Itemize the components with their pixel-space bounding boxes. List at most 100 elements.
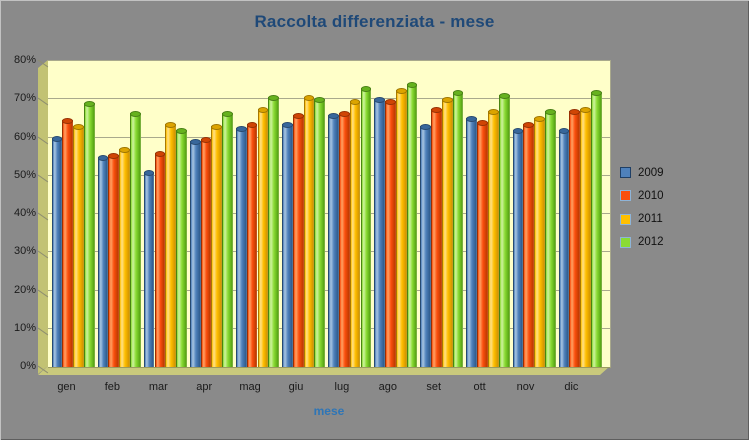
bar-2011-nov	[534, 116, 545, 367]
x-tick-label-ott: ott	[473, 381, 486, 393]
legend-marker-2009	[620, 167, 631, 178]
bar-cap	[235, 125, 247, 132]
bar-cap	[154, 150, 166, 157]
bar-cap	[523, 122, 535, 129]
bar-cap	[83, 101, 95, 108]
bar-2011-set	[441, 97, 453, 367]
bar-2010-apr	[200, 137, 212, 367]
bar-cap	[282, 122, 293, 129]
legend-label-2012: 2012	[638, 236, 664, 249]
bar-cap	[108, 152, 120, 159]
bar-cap	[257, 106, 269, 113]
bar-cap	[314, 97, 326, 104]
y-tick-label-0: 0%	[20, 360, 36, 372]
bar-cap	[395, 87, 407, 94]
bar-cap	[130, 110, 141, 117]
bar-2011-mar	[165, 122, 177, 367]
y-tick-label-30: 30%	[13, 245, 36, 258]
bar-cap	[385, 99, 396, 106]
bar-cap	[176, 127, 187, 134]
bar-cap	[62, 118, 74, 125]
y-tick-label-50: 50%	[13, 168, 36, 181]
bar-cap	[406, 81, 418, 88]
x-tick-label-feb: feb	[104, 381, 121, 393]
plot-area	[48, 60, 611, 368]
bar-cap	[477, 120, 488, 127]
bar-cap	[165, 122, 177, 129]
bar-2012-mag	[268, 95, 280, 367]
x-tick-label-dic: dic	[564, 381, 579, 393]
bar-2010-ott	[477, 120, 488, 367]
bar-2009-lug	[328, 112, 339, 367]
bar-2010-lug	[338, 110, 350, 367]
bar-cap	[328, 112, 339, 119]
bar-cap	[303, 95, 315, 102]
bar-cap	[569, 108, 581, 115]
bar-2011-ott	[488, 108, 499, 367]
legend-label-2011: 2011	[638, 213, 663, 226]
bar-2009-mar	[143, 169, 155, 367]
bar-cap	[189, 139, 201, 146]
bar-cap	[268, 95, 280, 102]
bar-2012-lug	[360, 85, 372, 367]
y-tick-label-60: 60%	[13, 130, 36, 143]
bar-2011-ago	[395, 87, 407, 367]
bar-2011-giu	[303, 95, 315, 367]
bar-cap	[374, 97, 385, 104]
bar-2009-ott	[466, 116, 478, 367]
bar-2011-gen	[73, 124, 84, 367]
legend-marker-2011	[620, 213, 631, 225]
x-tick-label-giu: giu	[288, 381, 304, 393]
x-tick-label-nov: nov	[516, 381, 535, 393]
bar-cap	[73, 124, 84, 131]
plot-floor	[38, 366, 610, 375]
bar-2012-ott	[498, 93, 510, 367]
x-tick-label-gen: gen	[57, 381, 76, 393]
bar-2010-giu	[292, 112, 304, 367]
bar-cap	[431, 106, 442, 113]
bar-2011-feb	[119, 146, 130, 367]
y-tick-label-10: 10%	[13, 321, 36, 334]
bar-2012-gen	[83, 101, 95, 367]
bar-2009-mag	[235, 125, 247, 367]
bar-cap	[292, 112, 304, 119]
bar-cap	[211, 124, 223, 131]
y-tick-label-20: 20%	[13, 283, 36, 296]
legend-item-2010: 2010	[620, 189, 664, 202]
bar-2012-ago	[406, 81, 418, 367]
bar-2011-lug	[349, 99, 361, 367]
bar-cap	[349, 99, 361, 106]
bar-cap	[452, 89, 464, 96]
legend-marker-2010	[620, 190, 631, 202]
bar-cap	[488, 108, 499, 115]
legend-marker-2012	[620, 236, 631, 248]
bar-2011-mag	[257, 106, 269, 367]
bar-2009-set	[420, 124, 432, 367]
x-tick-label-mag: mag	[239, 381, 261, 393]
bar-cap	[360, 85, 372, 92]
bar-2010-mag	[246, 122, 258, 367]
bar-cap	[544, 108, 556, 115]
bar-2011-apr	[211, 124, 223, 367]
bar-cap	[512, 127, 524, 134]
bar-cap	[51, 135, 63, 142]
legend-item-2011: 2011	[620, 213, 663, 226]
bar-2009-ago	[374, 97, 385, 367]
bar-2009-giu	[282, 122, 293, 367]
x-tick-label-apr: apr	[196, 381, 213, 393]
legend-label-2010: 2010	[638, 189, 664, 202]
bar-cap	[580, 106, 591, 113]
bar-2012-dic	[591, 89, 602, 367]
bar-2009-apr	[189, 139, 201, 367]
bar-cap	[466, 116, 478, 123]
legend-item-2009: 2009	[620, 166, 664, 179]
bar-cap	[534, 116, 545, 123]
bar-2010-nov	[523, 122, 535, 367]
gridline-70	[48, 98, 610, 100]
bar-2009-gen	[51, 135, 63, 367]
y-tick-label-40: 40%	[13, 207, 36, 219]
bar-cap	[143, 169, 155, 176]
bar-2009-dic	[558, 127, 570, 367]
bar-2010-ago	[385, 99, 396, 367]
